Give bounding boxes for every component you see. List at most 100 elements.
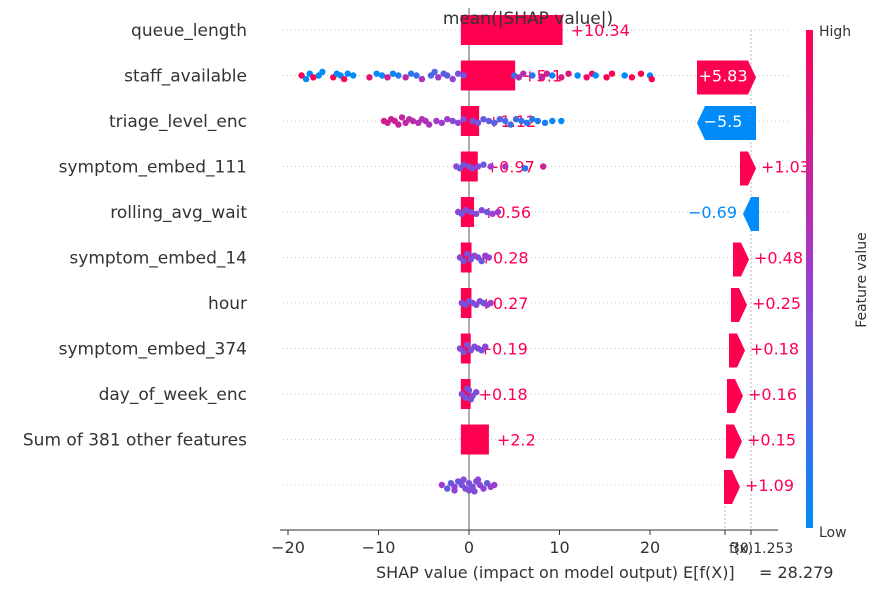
waterfall-arrow bbox=[724, 470, 740, 504]
beeswarm-point bbox=[549, 117, 556, 125]
beeswarm-point bbox=[521, 165, 529, 172]
beeswarm-point bbox=[518, 117, 525, 125]
feature-label: day_of_week_enc bbox=[99, 385, 247, 405]
colorbar bbox=[806, 30, 813, 528]
mean-shap-label: +2.2 bbox=[497, 431, 536, 450]
mean-shap-label: +10.34 bbox=[571, 21, 630, 40]
mean-shap-bar bbox=[460, 242, 472, 273]
beeswarm-point bbox=[438, 481, 446, 489]
mean-shap-bar bbox=[460, 15, 563, 45]
beeswarm-point bbox=[583, 74, 590, 81]
beeswarm-point bbox=[431, 68, 438, 76]
beeswarm-point bbox=[449, 75, 456, 83]
mean-shap-label: +0.56 bbox=[482, 203, 531, 222]
beeswarm-point bbox=[463, 341, 471, 349]
feature-label: symptom_embed_374 bbox=[59, 340, 247, 360]
x-axis: −20 −10 0 10 20 bbox=[271, 529, 778, 557]
feature-label: hour bbox=[208, 294, 247, 314]
waterfall-arrow bbox=[726, 424, 742, 459]
beeswarm-point bbox=[465, 487, 473, 494]
beeswarm-point bbox=[608, 70, 616, 77]
mean-shap-bar bbox=[460, 424, 489, 455]
waterfall-value-label: +0.48 bbox=[754, 249, 803, 268]
beeswarm-point bbox=[462, 394, 469, 401]
mean-shap-label: +0.28 bbox=[480, 249, 529, 268]
beeswarm-point bbox=[298, 72, 305, 79]
base-value-label: E[f(X)] bbox=[683, 563, 735, 582]
beeswarm-point bbox=[540, 163, 547, 170]
beeswarm-point bbox=[319, 68, 326, 76]
beeswarm-point bbox=[389, 70, 397, 77]
waterfall-arrow bbox=[731, 288, 747, 322]
beeswarm-point bbox=[474, 119, 482, 127]
beeswarm-point bbox=[541, 119, 549, 127]
waterfall-arrow bbox=[740, 151, 756, 186]
beeswarm-point bbox=[444, 116, 451, 123]
beeswarm-point bbox=[469, 165, 476, 172]
beeswarm-point bbox=[433, 117, 440, 125]
beeswarm-point bbox=[637, 70, 645, 77]
colorbar-high-label: High bbox=[819, 24, 851, 40]
mean-shap-bar bbox=[460, 379, 471, 409]
mean-shap-bar bbox=[460, 60, 516, 91]
beeswarm-point bbox=[463, 250, 471, 258]
beeswarm-point bbox=[502, 117, 509, 125]
beeswarm-point bbox=[491, 119, 498, 127]
beeswarm-point bbox=[460, 72, 467, 79]
beeswarm-point bbox=[473, 389, 480, 396]
beeswarm-point bbox=[621, 72, 628, 79]
beeswarm-point bbox=[407, 70, 415, 77]
beeswarm-point bbox=[487, 163, 494, 170]
beeswarm-point bbox=[549, 72, 556, 79]
beeswarm-point bbox=[480, 161, 487, 168]
waterfall-value-label: +5.83 bbox=[698, 67, 747, 86]
feature-label: triage_level_enc bbox=[109, 112, 247, 132]
beeswarm-point bbox=[395, 72, 402, 79]
beeswarm-point bbox=[444, 485, 451, 492]
waterfall-value-label: +1.03 bbox=[761, 158, 810, 177]
waterfall-value-label: −0.69 bbox=[688, 203, 737, 222]
beeswarm-point bbox=[449, 117, 456, 125]
beeswarm-point bbox=[413, 72, 420, 79]
beeswarm-point bbox=[494, 208, 502, 216]
mean-shap-label: +0.97 bbox=[486, 158, 535, 177]
beeswarm-point bbox=[460, 476, 467, 483]
feature-labels: queue_length staff_available triage_level_… bbox=[23, 21, 247, 451]
mean-shap-bars: +10.34+5.1+1.12+0.97+0.56+0.28+0.27+0.19… bbox=[460, 15, 630, 455]
waterfall-arrow bbox=[697, 60, 756, 95]
beeswarm-point bbox=[480, 116, 487, 123]
waterfall-value-label: +0.18 bbox=[750, 340, 799, 359]
beeswarm-point bbox=[538, 74, 545, 81]
beeswarm-point bbox=[485, 117, 493, 125]
beeswarm-point bbox=[483, 208, 491, 216]
beeswarm-point bbox=[384, 74, 391, 81]
mean-shap-label: +0.19 bbox=[479, 340, 528, 359]
beeswarm-point bbox=[454, 70, 462, 77]
beeswarm-point bbox=[520, 70, 527, 77]
beeswarm-point bbox=[482, 343, 489, 350]
beeswarm-point bbox=[603, 74, 610, 81]
beeswarm-point bbox=[402, 74, 409, 81]
beeswarm-point bbox=[462, 207, 469, 214]
waterfall-arrow bbox=[697, 106, 756, 140]
mean-shap-bar bbox=[460, 333, 471, 364]
beeswarm-point bbox=[451, 487, 458, 494]
beeswarm-point bbox=[474, 163, 482, 170]
x-axis-label: SHAP value (impact on model output) bbox=[376, 563, 678, 582]
beeswarm-point bbox=[487, 299, 494, 307]
beeswarm-point bbox=[418, 75, 426, 83]
feature-label: Sum of 381 other features bbox=[23, 431, 247, 451]
waterfall-value-label: +1.09 bbox=[745, 476, 794, 495]
feature-label: staff_available bbox=[124, 67, 247, 87]
feature-label: symptom_embed_111 bbox=[59, 158, 247, 178]
beeswarm-point bbox=[469, 117, 476, 125]
beeswarm-point bbox=[444, 72, 451, 79]
beeswarm-point bbox=[467, 208, 475, 216]
waterfall-value-label: +0.25 bbox=[752, 294, 801, 313]
beeswarm-point bbox=[628, 74, 636, 81]
beeswarm-point bbox=[574, 72, 581, 79]
beeswarm-point bbox=[648, 75, 656, 83]
beeswarm-point bbox=[565, 70, 572, 77]
waterfall-arrow bbox=[733, 242, 749, 277]
beeswarm-point bbox=[512, 116, 520, 123]
